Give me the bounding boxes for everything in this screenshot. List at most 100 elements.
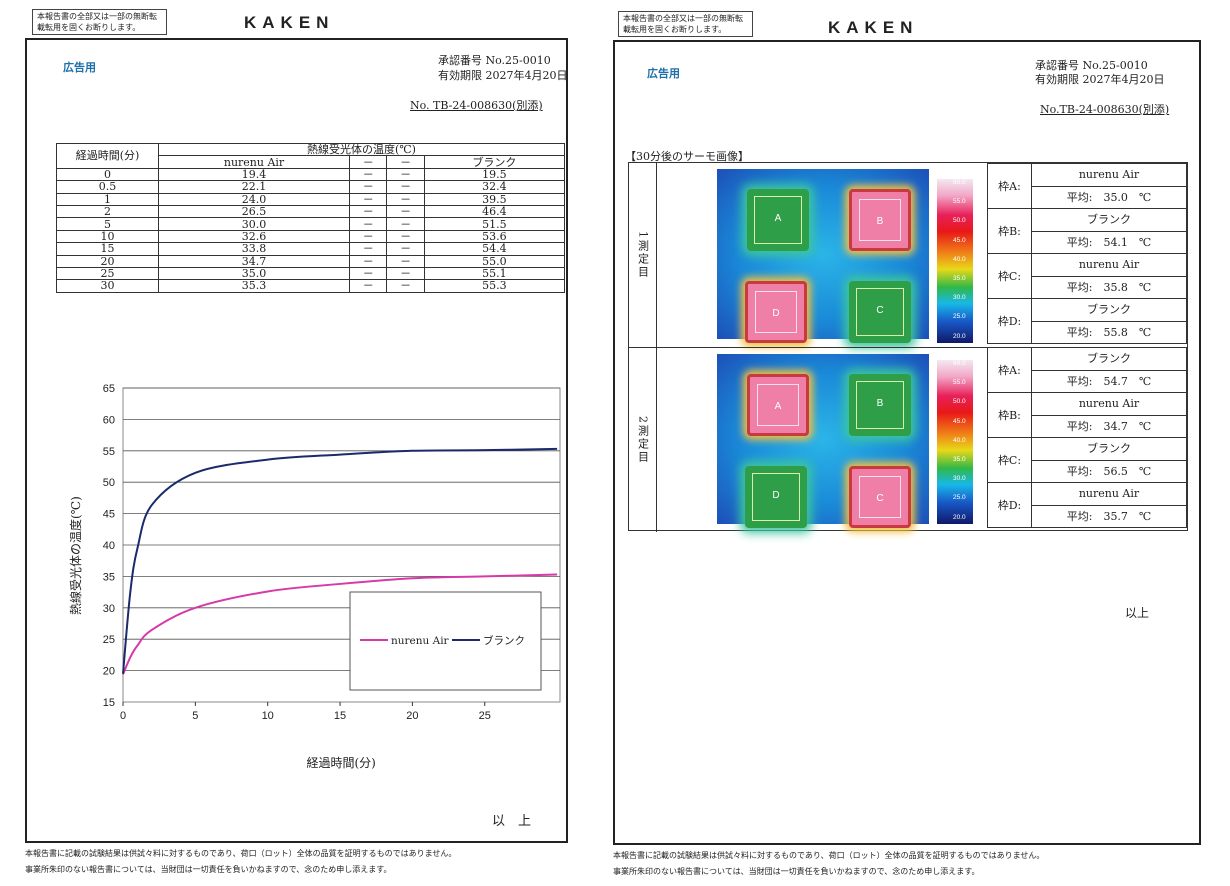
frame-row: 枠C: nurenu Air: [987, 253, 1187, 299]
table-cell: 33.8: [157, 242, 351, 256]
table-cell: －: [349, 167, 388, 182]
sample-square: D: [745, 466, 807, 528]
table-row: 1 24.0 －－ 39.5: [56, 192, 566, 206]
frame-row: 枠A: ブランク: [987, 347, 1187, 393]
scale-label: 50.0: [953, 398, 966, 406]
legend-label: nurenu Air: [391, 635, 450, 647]
table-cell: 24.0: [157, 192, 351, 206]
y-axis-label: 熱線受光体の温度(℃): [68, 496, 83, 615]
table-cell: －: [386, 229, 425, 244]
scale-label: 55.0: [953, 379, 966, 387]
footer: 本報告書に記載の試験結果は供試々料に対するものであり、荷口（ロット）全体の品質を…: [613, 848, 1044, 880]
square-label: A: [774, 401, 782, 412]
series-line-0: [122, 573, 558, 675]
scale-label: 30.0: [953, 294, 966, 302]
y-tick-label: 35: [103, 571, 115, 583]
x-tick-label: 15: [334, 710, 346, 722]
square-label: C: [876, 493, 884, 504]
average-temp: 平均: 35.8 ℃: [1031, 275, 1187, 299]
scale-label: 60.0: [953, 179, 966, 186]
series-line-1: [122, 447, 558, 674]
sample-square: C: [849, 281, 911, 343]
table-row: 2 26.5 －－ 46.4: [56, 204, 566, 219]
sample-name: nurenu Air: [1031, 253, 1187, 277]
average-temp: 平均: 34.7 ℃: [1031, 414, 1187, 438]
thermo-results: 1測定目 A B D C 60.0 55.0 50.0 45.0 40.0 35.0 30.0 25.…: [628, 162, 1188, 532]
frame-results-table: 枠A: nurenu Air 平均: 35.0 ℃ 枠B: ブランク 平均: 54.1 ℃…: [987, 163, 1187, 344]
average-temp: 平均: 35.0 ℃: [1031, 185, 1187, 209]
average-temp: 平均: 55.8 ℃: [1031, 320, 1187, 344]
table-cell: 20: [56, 254, 159, 268]
sample-square: A: [747, 374, 809, 436]
table-cell: 25: [56, 266, 159, 281]
footer-line: 本報告書に記載の試験結果は供試々料に対するものであり、荷口（ロット）全体の品質を…: [25, 849, 457, 858]
table-cell: 0.5: [56, 180, 159, 194]
measurement-label: 2測定目: [629, 348, 657, 532]
right-page: [613, 40, 1201, 845]
scale-label: 20.0: [953, 332, 966, 340]
table-cell: －: [349, 229, 388, 244]
valid-until: 有効期限 2027年4月20日: [438, 69, 568, 82]
table-cell: －: [386, 204, 425, 219]
sample-square: B: [849, 189, 911, 251]
table-cell: －: [386, 254, 425, 268]
square-label: A: [774, 213, 782, 224]
average-temp: 平均: 35.7 ℃: [1031, 504, 1187, 528]
table-cell: 15: [56, 242, 159, 256]
average-temp: 平均: 54.7 ℃: [1031, 369, 1187, 393]
table-cell: 55.1: [423, 266, 566, 281]
thermo-image: A B D C: [717, 354, 929, 528]
temperature-table: 経過時間(分) 熱線受光体の温度(℃) nurenu Air －－ブランク 0 19…: [56, 142, 566, 293]
table-row: 0 19.4 －－ 19.5: [56, 167, 566, 182]
table-cell: －: [349, 242, 388, 256]
legend-label: ブランク: [483, 634, 525, 647]
frame-label: 枠D:: [987, 482, 1032, 528]
frame-label: 枠B:: [987, 392, 1032, 438]
table-cell: 34.7: [157, 254, 351, 268]
sample-name: ブランク: [1031, 347, 1187, 371]
scale-label: 45.0: [953, 236, 966, 244]
sample-name: nurenu Air: [1031, 163, 1187, 187]
scale-label: 35.0: [953, 275, 966, 282]
left-page: [25, 38, 568, 843]
kaken-logo: KAKEN: [828, 18, 919, 37]
y-tick-label: 65: [103, 383, 115, 395]
reproduction-notice: 本報告書の全部又は一部の無断転載転用を固くお断りします。: [32, 9, 167, 35]
scale-label: 25.0: [953, 313, 966, 321]
frame-label: 枠C:: [987, 437, 1032, 483]
header-group: 熱線受光体の温度(℃): [158, 142, 565, 157]
sample-name: ブランク: [1031, 208, 1187, 232]
table-cell: －: [349, 279, 388, 293]
measurement-label: 1測定目: [629, 163, 657, 347]
table-cell: －: [349, 204, 388, 219]
footer-line: 事業所朱印のない報告書については、当財団は一切責任を負いかねますので、念のため申…: [613, 867, 980, 876]
square-label: C: [876, 305, 884, 316]
table-cell: 39.5: [423, 192, 566, 206]
square-label: D: [772, 308, 780, 319]
footer-line: 本報告書に記載の試験結果は供試々料に対するものであり、荷口（ロット）全体の品質を…: [613, 851, 1045, 860]
table-cell: 35.3: [157, 279, 351, 293]
table-row: 15 33.8 －－ 54.4: [56, 242, 566, 256]
frame-results-table: 枠A: ブランク 平均: 54.7 ℃ 枠B: nurenu Air 平均: 34.7 ℃…: [987, 347, 1187, 528]
scale-label: 45.0: [953, 417, 966, 425]
header-time: 経過時間(分): [56, 143, 159, 169]
scale-label: 35.0: [953, 456, 966, 463]
table-cell: 10: [56, 229, 159, 244]
report-no: No. TB-24-008630(別添): [410, 99, 543, 112]
average-temp: 平均: 54.1 ℃: [1031, 230, 1187, 254]
section-title: 【30分後のサーモ画像】: [625, 150, 749, 163]
column-header: nurenu Air: [157, 155, 351, 169]
thermo-image: A B D C: [717, 169, 929, 343]
table-row: 25 35.0 －－ 55.1: [56, 266, 566, 281]
scale-label: 25.0: [953, 494, 966, 502]
table-cell: 55.3: [423, 279, 566, 293]
x-tick-label: 5: [192, 710, 198, 722]
approval-no: 承認番号 No.25-0010: [438, 54, 551, 67]
x-tick-label: 10: [262, 710, 274, 722]
table-row: 10 32.6 －－ 53.6: [56, 229, 566, 244]
average-temp: 平均: 56.5 ℃: [1031, 459, 1187, 483]
table-cell: 1: [56, 192, 159, 206]
y-tick-label: 30: [103, 603, 115, 615]
scale-label: 30.0: [953, 475, 966, 483]
scale-label: 40.0: [953, 436, 966, 444]
